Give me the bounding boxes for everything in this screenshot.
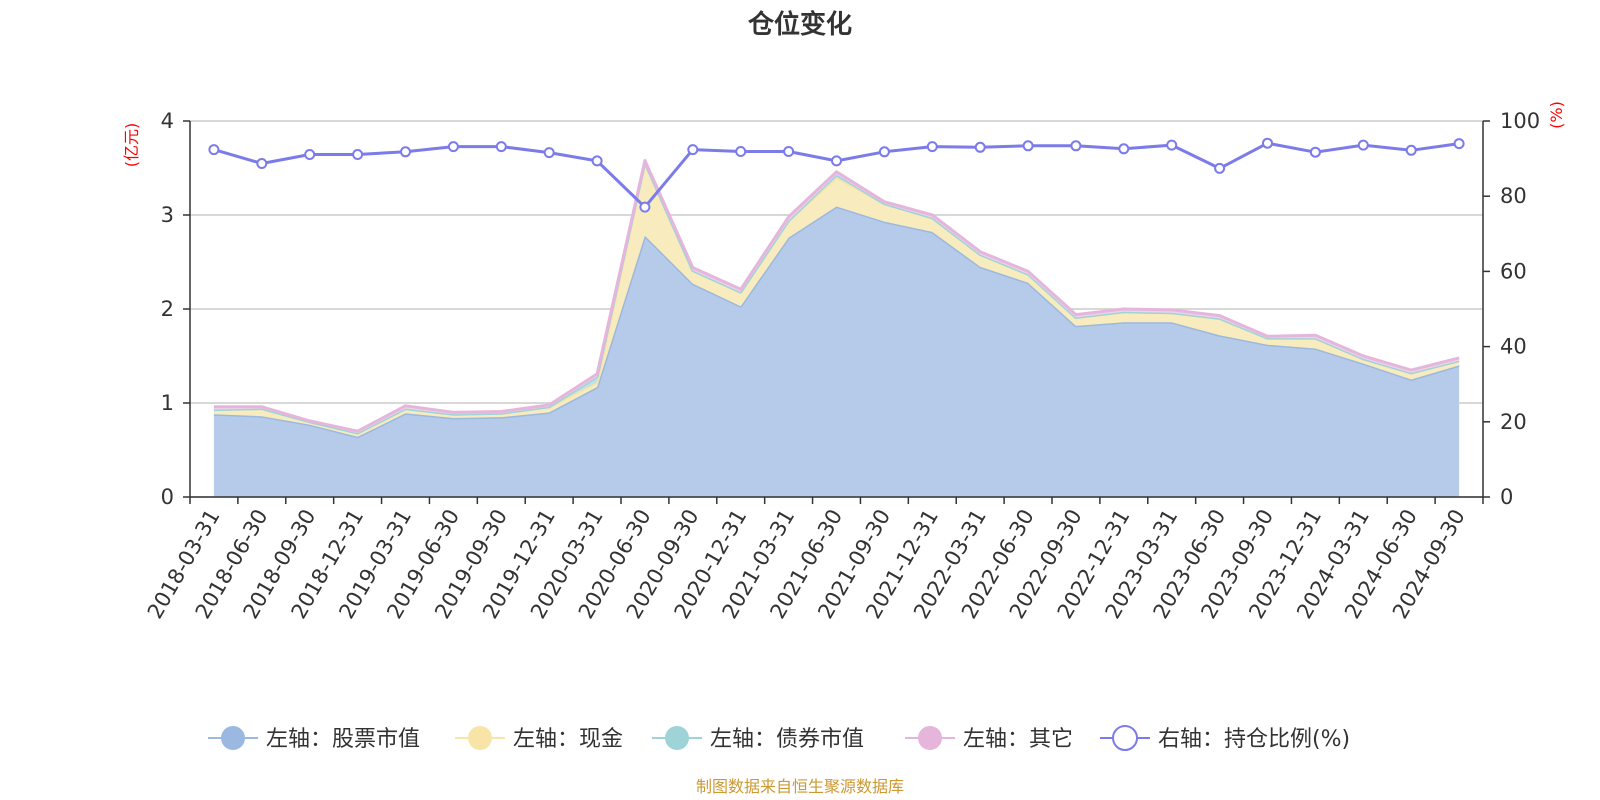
legend-label: 左轴：债券市值 xyxy=(710,727,864,752)
ratio-point xyxy=(1453,138,1465,150)
right-tick-label: 40 xyxy=(1500,335,1527,359)
ratio-point xyxy=(447,141,459,153)
legend-item[interactable]: 左轴：债券市值 xyxy=(652,726,864,752)
left-tick-label: 1 xyxy=(161,391,174,415)
legend-item[interactable]: 左轴：现金 xyxy=(455,726,623,752)
ratio-point xyxy=(974,141,986,153)
left-axis-unit: (亿元) xyxy=(122,123,141,168)
ratio-line xyxy=(208,137,1465,213)
right-tick-label: 80 xyxy=(1500,184,1527,208)
legend-marker-icon xyxy=(918,726,942,750)
ratio-point xyxy=(208,144,220,156)
left-tick-label: 2 xyxy=(161,297,174,321)
ratio-point xyxy=(783,146,795,157)
ratio-point xyxy=(1357,139,1369,151)
ratio-point xyxy=(639,201,651,213)
legend-marker-icon xyxy=(468,726,492,750)
ratio-point xyxy=(1309,146,1321,158)
ratio-point xyxy=(1022,140,1034,152)
area-series xyxy=(213,159,1460,497)
ratio-point xyxy=(1070,140,1082,152)
right-tick-label: 60 xyxy=(1500,259,1527,283)
ratio-point xyxy=(1214,162,1226,174)
ratio-point xyxy=(352,149,364,160)
ratio-point xyxy=(735,146,747,157)
ratio-point xyxy=(831,155,842,167)
left-tick-label: 0 xyxy=(161,485,174,509)
legend-marker-icon xyxy=(665,726,689,750)
ratio-point xyxy=(926,141,938,153)
ratio-point xyxy=(1262,137,1273,149)
legend-label: 左轴：其它 xyxy=(963,727,1073,752)
chart-title: 仓位变化 xyxy=(747,9,852,40)
legend-label: 右轴：持仓比例(%) xyxy=(1158,727,1350,752)
ratio-point xyxy=(878,146,890,158)
right-axis-unit: (%) xyxy=(1547,101,1566,129)
legend-item[interactable]: 右轴：持仓比例(%) xyxy=(1100,725,1350,752)
legend-marker-icon xyxy=(221,726,245,750)
ratio-point xyxy=(304,149,316,160)
ratio-point xyxy=(687,144,699,156)
legend-label: 左轴：现金 xyxy=(513,727,623,752)
ratio-point xyxy=(1118,143,1130,155)
ratio-point xyxy=(543,147,555,159)
right-tick-label: 20 xyxy=(1500,410,1527,434)
ratio-point xyxy=(1405,144,1417,156)
right-tick-label: 0 xyxy=(1500,485,1513,509)
ratio-point xyxy=(495,141,507,153)
area-edge-line xyxy=(213,159,1460,433)
legend-marker-icon xyxy=(1112,725,1138,751)
right-tick-label: 100 xyxy=(1500,109,1540,133)
data-source-note: 制图数据来自恒生聚源数据库 xyxy=(696,777,904,796)
legend-label: 左轴：股票市值 xyxy=(266,727,420,752)
ratio-point xyxy=(1166,139,1178,151)
ratio-point xyxy=(591,155,603,167)
ratio-point xyxy=(256,158,268,169)
area-fill xyxy=(213,206,1460,497)
legend[interactable]: 左轴：股票市值 左轴：现金 左轴：债券市值 左轴：其它 右轴：持仓比例(%) xyxy=(208,725,1350,752)
left-tick-label: 3 xyxy=(161,203,174,227)
left-tick-label: 4 xyxy=(161,109,174,133)
legend-item[interactable]: 左轴：其它 xyxy=(905,726,1073,752)
ratio-point xyxy=(400,146,411,158)
legend-item[interactable]: 左轴：股票市值 xyxy=(208,726,420,752)
